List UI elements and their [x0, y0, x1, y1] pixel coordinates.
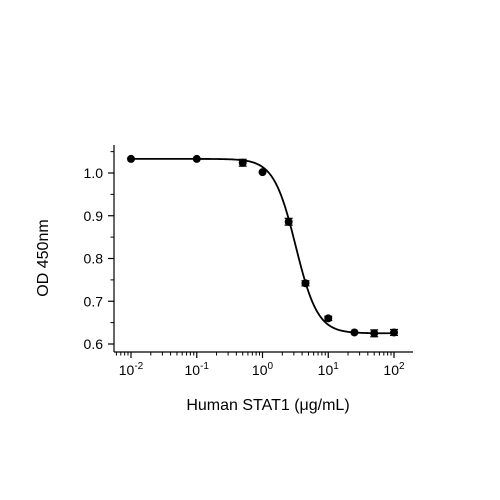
- plot-area: 10-2 10-1 100 101 102 0.6 0.7 0.8 0.9 1.0: [84, 145, 413, 378]
- y-axis-title: OD 450nm: [35, 219, 52, 296]
- data-point: [238, 158, 247, 167]
- y-tick-label: 0.9: [84, 208, 104, 224]
- data-point: [258, 168, 267, 177]
- y-tick-label: 1.0: [84, 165, 104, 181]
- data-point: [284, 217, 293, 226]
- x-tick-label: 10-1: [185, 361, 210, 378]
- y-tick-label: 0.6: [84, 336, 104, 352]
- fit-curve: [131, 157, 394, 335]
- data-point: [370, 329, 379, 338]
- data-point: [390, 328, 398, 337]
- data-point: [192, 154, 201, 163]
- y-tick-label: 0.8: [84, 251, 104, 267]
- data-point: [350, 328, 359, 337]
- x-tick-label: 10-2: [119, 361, 144, 378]
- data-point: [301, 279, 310, 288]
- data-point: [324, 314, 333, 323]
- data-point: [127, 154, 135, 163]
- x-tick-label: 101: [318, 361, 340, 378]
- y-tick-label: 0.7: [84, 293, 104, 309]
- x-axis-title: Human STAT1 (μg/mL): [186, 397, 349, 414]
- x-tick-label: 102: [383, 361, 405, 378]
- x-tick-label: 100: [252, 361, 274, 378]
